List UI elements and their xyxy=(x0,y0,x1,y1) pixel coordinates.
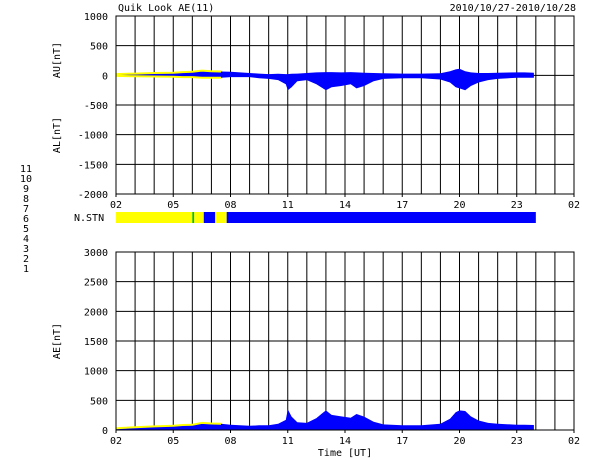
y-tick-label: 1000 xyxy=(84,12,108,23)
x-tick-label: 14 xyxy=(339,436,351,447)
station-segment xyxy=(194,212,204,223)
al-axis-label: AL[nT] xyxy=(52,117,63,153)
legend-item: 1 xyxy=(23,264,29,275)
y-tick-label: 2500 xyxy=(84,278,108,289)
al-early-trace xyxy=(115,74,221,79)
x-tick-label: 08 xyxy=(224,436,236,447)
y-tick-label: 0 xyxy=(102,426,108,437)
station-segment xyxy=(215,212,227,223)
y-tick-label: 500 xyxy=(90,42,108,53)
legend-item: 10 xyxy=(20,174,32,185)
x-tick-label: 17 xyxy=(396,436,408,447)
y-tick-label: 0 xyxy=(102,71,108,82)
au-al-frame xyxy=(115,15,575,195)
x-tick-label: 17 xyxy=(396,200,408,211)
y-tick-label: 2000 xyxy=(84,307,108,318)
legend-item: 4 xyxy=(23,234,29,245)
au-al-series xyxy=(115,68,534,91)
x-tick-label: 02 xyxy=(110,436,122,447)
x-tick-label: 11 xyxy=(282,200,294,211)
y-tick-label: -1000 xyxy=(78,131,108,142)
y-tick-label: -2000 xyxy=(78,190,108,201)
y-tick-label: -500 xyxy=(84,101,108,112)
y-tick-label: 1500 xyxy=(84,337,108,348)
x-tick-label: 08 xyxy=(224,200,236,211)
au-early-trace xyxy=(115,69,222,76)
legend-item: 2 xyxy=(23,254,29,265)
x-axis-title: Time [UT] xyxy=(318,448,372,459)
date-range: 2010/10/27-2010/10/28 xyxy=(450,3,576,14)
ae-axis-label: AE[nT] xyxy=(52,323,63,359)
ae-grid xyxy=(116,252,574,430)
y-tick-label: 3000 xyxy=(84,248,108,259)
x-tick-label: 02 xyxy=(110,200,122,211)
x-tick-label: 05 xyxy=(167,200,179,211)
x-tick-label: 05 xyxy=(167,436,179,447)
y-tick-label: -1500 xyxy=(78,160,108,171)
y-tick-label: 500 xyxy=(90,396,108,407)
station-bar-label: N.STN xyxy=(74,213,104,224)
ae-frame xyxy=(115,251,575,431)
ae-area xyxy=(116,409,534,430)
x-tick-label: 20 xyxy=(453,436,465,447)
station-bar: N.STN xyxy=(74,212,536,224)
y-tick-label: 1000 xyxy=(84,367,108,378)
au-axis-label: AU[nT] xyxy=(52,42,63,78)
legend-item: 11 xyxy=(20,164,32,175)
chart-title: Quik Look AE(11) xyxy=(118,3,214,14)
legend-item: 3 xyxy=(23,244,29,255)
ae-series xyxy=(115,409,534,430)
legend-item: 5 xyxy=(23,224,29,235)
x-tick-label: 20 xyxy=(453,200,465,211)
x-tick-label: 23 xyxy=(511,200,523,211)
x-tick-label: 02 xyxy=(568,200,580,211)
station-segment xyxy=(226,212,536,223)
legend-item: 8 xyxy=(23,194,29,205)
au-al-grid xyxy=(116,16,574,194)
legend-item: 7 xyxy=(23,204,29,215)
ae-early-trace xyxy=(115,421,222,430)
station-segment xyxy=(192,212,195,223)
legend-item: 9 xyxy=(23,184,29,195)
x-tick-label: 14 xyxy=(339,200,351,211)
au-al-envelope xyxy=(116,68,534,91)
station-segment xyxy=(116,212,193,223)
station-segments xyxy=(116,212,536,223)
x-tick-label: 02 xyxy=(568,436,580,447)
x-tick-label: 11 xyxy=(282,436,294,447)
x-tick-label: 23 xyxy=(511,436,523,447)
legend-item: 6 xyxy=(23,214,29,225)
station-segment xyxy=(203,212,216,223)
